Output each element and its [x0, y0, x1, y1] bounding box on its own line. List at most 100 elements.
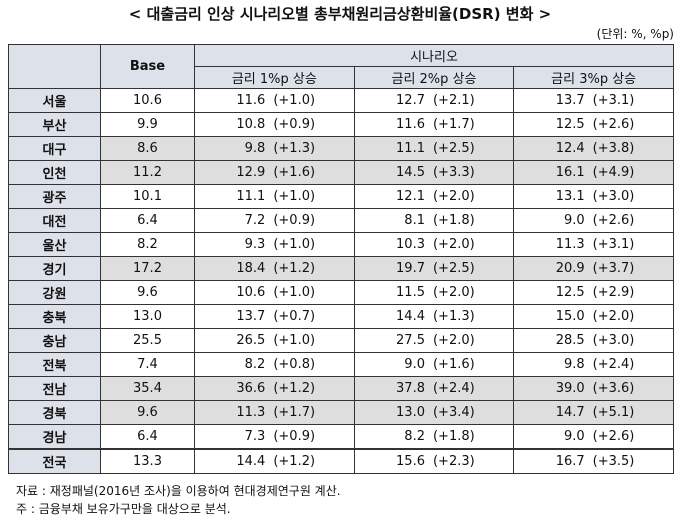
value: 12.9	[236, 165, 266, 180]
table-row: 울산 8.2 9.3 (+1.0) 10.3 (+2.0) 11.3 (+3.1)	[8, 232, 674, 257]
change: (+0.9)	[273, 117, 316, 132]
change: (+1.8)	[432, 213, 475, 228]
value-pair: 11.3 (+3.1)	[514, 237, 673, 252]
table-row: 경기 17.2 18.4 (+1.2) 19.7 (+2.5) 20.9 (+3.7)	[8, 256, 674, 281]
value-pair: 9.3 (+1.0)	[195, 237, 354, 252]
scenario-name: 금리 3%p 상승	[513, 66, 674, 89]
region-cell: 서울	[8, 88, 101, 113]
value-pair: 7.2 (+0.9)	[195, 213, 354, 228]
note: 자료 : 재정패널(2016년 조사)을 이용하여 현대경제연구원 계산.	[16, 484, 341, 498]
value-pair: 11.5 (+2.0)	[355, 285, 514, 300]
value: 8.2	[404, 429, 425, 444]
scenario-cell: 37.8 (+2.4)	[353, 376, 515, 401]
change: (+0.9)	[273, 429, 316, 444]
base-cell: 8.6	[100, 136, 195, 161]
value: 12.5	[555, 117, 585, 132]
value: 12.7	[396, 93, 425, 108]
region-cell: 전남	[8, 376, 101, 401]
value-pair: 9.0 (+2.6)	[514, 429, 673, 444]
table-row: 강원 9.6 10.6 (+1.0) 11.5 (+2.0) 12.5 (+2.9)	[8, 280, 674, 305]
change: (+3.6)	[592, 381, 635, 396]
scenario-cell: 19.7 (+2.5)	[353, 256, 515, 281]
scenario-cell: 16.1 (+4.9)	[513, 160, 674, 185]
value-pair: 16.7 (+3.5)	[514, 454, 673, 469]
change: (+0.8)	[273, 357, 316, 372]
change: (+2.0)	[432, 333, 475, 348]
value: 15.6	[396, 454, 425, 469]
change: (+1.3)	[432, 309, 475, 324]
base-cell: 25.5	[100, 328, 195, 353]
scenario-cell: 9.0 (+2.6)	[513, 208, 674, 233]
value: 16.7	[555, 454, 585, 469]
change: (+1.2)	[273, 261, 316, 276]
value: 12.4	[555, 141, 585, 156]
change: (+2.6)	[592, 117, 635, 132]
value-pair: 11.1 (+1.0)	[195, 189, 354, 204]
base-cell: 6.4	[100, 424, 195, 450]
scenario-cell: 14.7 (+5.1)	[513, 400, 674, 425]
change: (+3.3)	[432, 165, 475, 180]
change: (+1.3)	[273, 141, 316, 156]
value-pair: 9.0 (+2.6)	[514, 213, 673, 228]
scenario-cell: 11.6 (+1.7)	[353, 112, 515, 137]
base-cell: 10.1	[100, 184, 195, 209]
value-pair: 39.0 (+3.6)	[514, 381, 673, 396]
value: 9.3	[244, 237, 266, 252]
value: 11.6	[396, 117, 425, 132]
value: 11.6	[236, 93, 266, 108]
table-row: 충남 25.5 26.5 (+1.0) 27.5 (+2.0) 28.5 (+3.0)	[8, 328, 674, 353]
change: (+1.0)	[273, 285, 316, 300]
value-pair: 36.6 (+1.2)	[195, 381, 354, 396]
value-pair: 11.1 (+2.5)	[355, 141, 514, 156]
table-row: 부산 9.9 10.8 (+0.9) 11.6 (+1.7) 12.5 (+2.6)	[8, 112, 674, 137]
scenario-cell: 8.1 (+1.8)	[353, 208, 515, 233]
value-pair: 13.1 (+3.0)	[514, 189, 673, 204]
change: (+2.5)	[432, 261, 475, 276]
base-cell: 9.6	[100, 400, 195, 425]
value-pair: 28.5 (+3.0)	[514, 333, 673, 348]
scenario-cell: 26.5 (+1.0)	[194, 328, 355, 353]
change: (+1.0)	[273, 333, 316, 348]
scenario-cell: 13.7 (+0.7)	[194, 304, 355, 329]
value-pair: 13.7 (+0.7)	[195, 309, 354, 324]
change: (+3.1)	[592, 93, 635, 108]
scenario-cell: 12.9 (+1.6)	[194, 160, 355, 185]
base-cell: 9.9	[100, 112, 195, 137]
value: 11.5	[396, 285, 425, 300]
value-pair: 13.7 (+3.1)	[514, 93, 673, 108]
value: 7.3	[244, 429, 266, 444]
region-cell: 충남	[8, 328, 101, 353]
value-pair: 11.3 (+1.7)	[195, 405, 354, 420]
value-pair: 14.4 (+1.2)	[195, 454, 354, 469]
change: (+2.0)	[592, 309, 635, 324]
change: (+1.0)	[273, 189, 316, 204]
table-row: 대전 6.4 7.2 (+0.9) 8.1 (+1.8) 9.0 (+2.6)	[8, 208, 674, 233]
change: (+2.0)	[432, 237, 475, 252]
unit: (단위: %, %p)	[596, 27, 674, 41]
value-pair: 12.9 (+1.6)	[195, 165, 354, 180]
value: 7.2	[244, 213, 266, 228]
value: 15.0	[555, 309, 585, 324]
value: 16.1	[555, 165, 585, 180]
value-pair: 9.0 (+1.6)	[355, 357, 514, 372]
value-pair: 11.6 (+1.0)	[195, 93, 354, 108]
scenario-cell: 9.0 (+1.6)	[353, 352, 515, 377]
scenario-cell: 12.1 (+2.0)	[353, 184, 515, 209]
value-pair: 14.4 (+1.3)	[355, 309, 514, 324]
value: 10.8	[236, 117, 266, 132]
table-row: 충북 13.0 13.7 (+0.7) 14.4 (+1.3) 15.0 (+2.0)	[8, 304, 674, 329]
table-row: 대구 8.6 9.8 (+1.3) 11.1 (+2.5) 12.4 (+3.8)	[8, 136, 674, 161]
scenario-cell: 9.3 (+1.0)	[194, 232, 355, 257]
scenario-cell: 15.6 (+2.3)	[353, 448, 515, 474]
scenario-cell: 28.5 (+3.0)	[513, 328, 674, 353]
value-pair: 10.3 (+2.0)	[355, 237, 514, 252]
region-cell: 전북	[8, 352, 101, 377]
value: 37.8	[396, 381, 425, 396]
scenario-cell: 16.7 (+3.5)	[513, 448, 674, 474]
value: 20.9	[555, 261, 585, 276]
value: 14.5	[396, 165, 425, 180]
value: 10.6	[236, 285, 266, 300]
value: 9.0	[563, 429, 585, 444]
value-pair: 12.5 (+2.9)	[514, 285, 673, 300]
